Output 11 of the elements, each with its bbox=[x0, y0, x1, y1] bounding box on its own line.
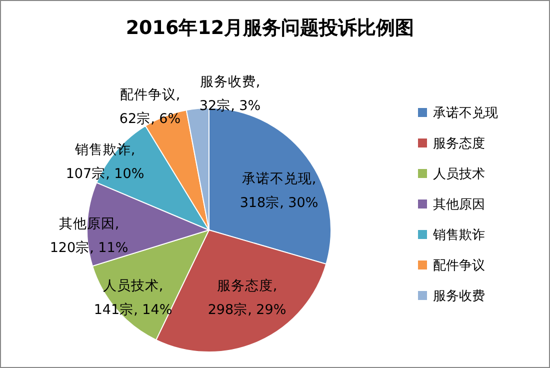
data-label: 服务态度, 298宗, 29% bbox=[208, 278, 286, 318]
legend-label: 承诺不兑现 bbox=[433, 106, 498, 121]
chart-title: 2016年12月服务问题投诉比例图 bbox=[126, 17, 414, 39]
data-label: 承诺不兑现, 318宗, 30% bbox=[240, 171, 318, 211]
data-label: 配件争议, 62宗, 6% bbox=[119, 87, 181, 127]
legend-label: 其他原因 bbox=[433, 198, 485, 212]
legend-label: 服务态度 bbox=[433, 136, 485, 152]
legend-label: 人员技术 bbox=[433, 167, 485, 182]
legend-label: 配件争议 bbox=[433, 258, 485, 274]
legend-label: 销售欺诈 bbox=[432, 228, 485, 243]
legend-label: 服务收费 bbox=[433, 289, 485, 304]
